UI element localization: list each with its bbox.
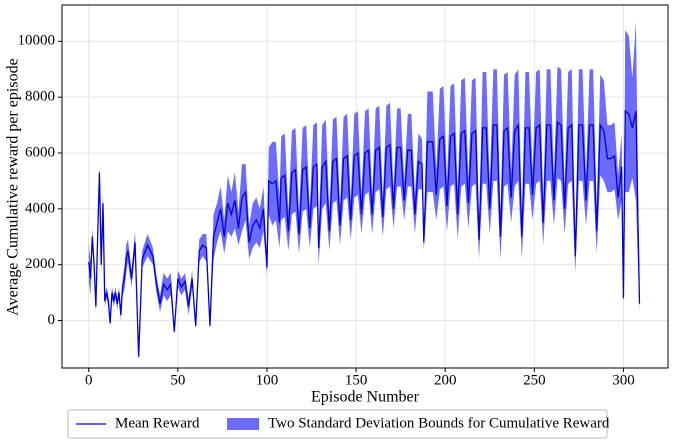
x-axis-label: Episode Number: [311, 389, 420, 406]
legend-label: Mean Reward: [115, 415, 200, 431]
x-tick-label: 50: [170, 372, 185, 388]
legend-box: [67, 409, 608, 439]
y-tick-label: 2000: [25, 256, 55, 272]
std-band: [88, 21, 640, 360]
y-tick-label: 8000: [25, 89, 55, 105]
legend-patch: [227, 418, 259, 430]
x-tick-label: 0: [85, 372, 93, 388]
mean-line: [88, 109, 641, 357]
y-tick-label: 4000: [25, 200, 55, 216]
y-tick-label: 10000: [18, 33, 56, 49]
x-tick-label: 150: [345, 372, 368, 388]
x-tick-label: 250: [523, 372, 546, 388]
x-tick-label: 100: [256, 372, 279, 388]
legend-label: Two Standard Deviation Bounds for Cumula…: [268, 415, 610, 431]
x-tick-label: 300: [612, 372, 635, 388]
y-axis-label: Average Cumulative reward per episode: [5, 58, 22, 315]
plot-frame: [61, 4, 669, 369]
y-tick-label: 0: [48, 312, 56, 328]
x-tick-label: 200: [434, 372, 457, 388]
y-tick-label: 6000: [25, 144, 55, 160]
